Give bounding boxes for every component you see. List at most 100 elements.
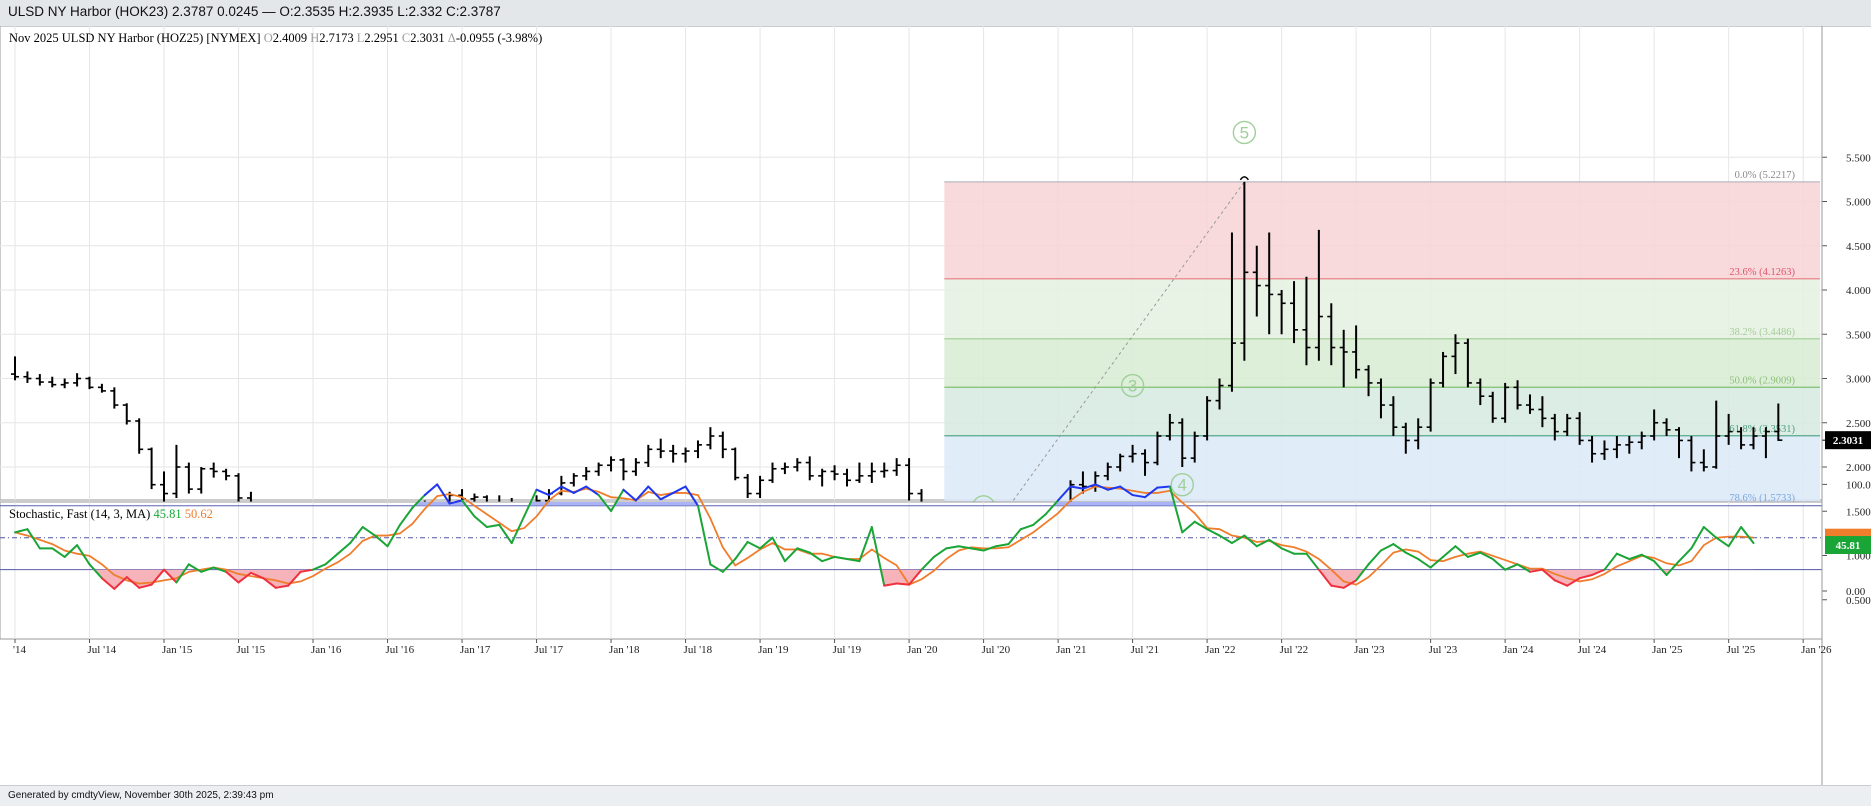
ohlc-bar [718,431,727,459]
ohlc-bar [1190,431,1199,463]
stochastic-k-segment [883,582,898,587]
ohlc-bar [1476,378,1485,406]
ohlc-bar [1625,436,1634,454]
ohlc-bar [1103,462,1112,481]
stochastic-k-segment [237,571,252,584]
generated-by-text: Generated by cmdtyView, November 30th 20… [8,790,274,801]
stochastic-k-segment [585,485,600,497]
stochastic-k-segment [908,568,923,586]
stochastic-k-segment [1466,551,1482,558]
ohlc-bar [1525,394,1534,414]
legend-low-value: 2.2951 [364,31,398,45]
ohlc-bar [619,458,628,481]
ohlc-bar [731,447,740,481]
stochastic-k-segment [1044,499,1060,516]
stochastic-k-segment [1119,485,1134,497]
ohlc-bar [1761,427,1770,459]
price-y-tick-label: 2.0000 [1846,462,1871,474]
stochastic-k-segment [870,526,886,587]
ohlc-bar [1501,382,1510,423]
ohlc-bar [85,376,94,390]
stochastic-k-segment [759,536,774,550]
overbought-fill [15,502,1754,506]
fib-zone-23.6 [944,278,1820,339]
ohlc-bar [1364,365,1373,397]
stochastic-k-segment [1243,534,1258,548]
x-tick-label: '14 [13,644,26,656]
ohlc-bar [1327,303,1336,366]
stochastic-k-segment [610,488,625,513]
stochastic-legend-k: 45.81 [153,507,184,521]
stochastic-k-segment [696,504,712,566]
x-tick-label: Jul '23 [1429,644,1458,656]
stochastic-k-segment [1677,547,1693,563]
ohlc-bar [1488,391,1497,423]
fib-level-label: 38.2% (3.4486) [1729,327,1795,338]
x-tick-label: Jan '26 [1801,644,1832,656]
stochastic-k-segment [100,577,116,590]
stochastic-k-segment [26,528,41,550]
stochastic-k-segment [88,563,103,580]
stochastic-k-badge [1825,536,1871,555]
ohlc-bar [1439,351,1448,388]
stochastic-k-segment [945,545,960,550]
last-price-label: 2.3031 [1833,435,1863,447]
x-tick-label: Jan '24 [1503,644,1534,656]
stochastic-k-segment [1727,526,1743,548]
stochastic-k-segment [1218,534,1233,545]
stochastic-k-segment [1057,485,1072,502]
stochastic-k-badge-label: 45.81 [1836,540,1861,552]
legend-close-prefix: C [399,31,410,45]
fib-zone-0.0 [944,181,1820,279]
stochastic-k-segment [200,566,215,573]
stochastic-k-segment [1528,568,1544,573]
stochastic-k-segment [138,583,153,589]
stochastic-k-segment [1479,551,1494,561]
x-tick-label: Jan '16 [311,644,342,656]
ohlc-bar [11,356,19,381]
stochastic-k-segment [423,483,439,497]
stochastic-k-segment [1193,520,1209,531]
stochastic-k-segment [1392,543,1407,554]
stochastic-k-segment [336,542,352,555]
ohlc-bar [35,374,44,386]
wave-label-5: 5 [1240,123,1249,142]
ohlc-bar [1513,380,1522,410]
stochastic-k-segment [1330,584,1345,589]
stochastic-k-segment [448,499,464,505]
ohlc-bar [1203,396,1212,441]
stochastic-k-segment [1615,552,1631,561]
ohlc-bar [1215,378,1224,410]
wave-label-circle [1170,473,1194,497]
stochastic-k-segment [498,523,513,545]
stochastic-k-segment [175,563,190,584]
stochastic-k-segment [125,576,141,589]
ohlc-bar [830,465,839,481]
ohlc-bar [743,474,752,498]
stochastic-k-segment [1106,485,1122,491]
x-tick-label: Jul '17 [535,644,564,656]
stochastic-d-badge [1825,528,1871,539]
stochastic-k-segment [932,547,948,558]
x-tick-label: Jan '25 [1652,644,1683,656]
stochastic-k-segment [821,555,836,563]
chart-canvas[interactable]: 0.50001.00001.50002.00002.50003.00003.50… [0,26,1871,785]
wave-label-circle [1232,120,1257,145]
stochastic-k-segment [783,547,799,563]
stochastic-y-tick-label: 100.00 [1846,479,1871,491]
ohlc-bar [756,475,765,498]
x-tick-label: Jul '16 [386,644,415,656]
x-tick-label: Jul '24 [1578,644,1607,656]
ohlc-bar [1426,378,1435,432]
stochastic-k-segment [1131,494,1147,499]
legend-change-prefix: Δ [445,31,456,45]
ohlc-bar [48,376,57,388]
price-legend-title: Nov 2025 ULSD NY Harbor (HOZ25) [NYMEX] [9,31,264,45]
ohlc-bar [1637,431,1646,450]
ohlc-bar [1749,427,1758,450]
stochastic-k-segment [374,534,389,548]
stochastic-k-segment [473,515,488,529]
